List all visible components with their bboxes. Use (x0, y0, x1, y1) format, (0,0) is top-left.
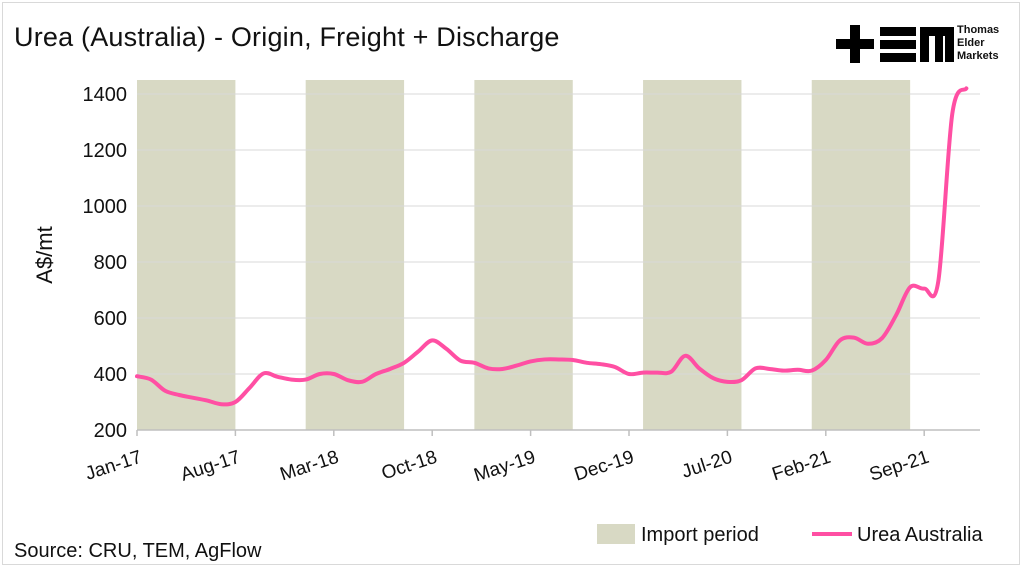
logo-line: Markets (957, 50, 999, 62)
legend-label-import-period: Import period (641, 524, 759, 546)
logo-text: Thomas Elder Markets (957, 24, 999, 63)
y-axis-label: A$/mt (32, 226, 57, 283)
x-tick-label: Jan-17 (83, 447, 145, 485)
import-period-band (643, 80, 742, 430)
y-tick-label: 1200 (83, 140, 128, 162)
import-period-band (811, 80, 911, 430)
x-tick-label: Mar-18 (278, 447, 342, 486)
series-line-urea-australia (135, 86, 969, 407)
y-tick-label: 400 (94, 364, 127, 386)
legend-swatch-import-period (597, 524, 635, 544)
x-tick-label: Dec-19 (572, 447, 637, 486)
chart-title: Urea (Australia) - Origin, Freight + Dis… (14, 22, 560, 52)
x-tick-label: Aug-17 (178, 447, 243, 486)
import-period-band (305, 80, 405, 430)
x-tick-label: Sep-21 (867, 447, 932, 486)
x-tick-label: May-19 (471, 447, 538, 487)
logo-line: Elder (957, 37, 985, 49)
y-tick-label: 600 (94, 308, 127, 330)
import-period-band (474, 80, 573, 430)
import-period-band (137, 80, 236, 430)
tem-logo-icon (836, 25, 954, 63)
x-tick-label: Oct-18 (379, 447, 440, 485)
legend-label-urea-australia: Urea Australia (857, 524, 983, 546)
y-tick-label: 200 (94, 420, 127, 442)
y-tick-label: 800 (94, 252, 127, 274)
x-tick-label: Jul-20 (679, 447, 735, 483)
y-tick-label: 1400 (83, 84, 128, 106)
logo-line: Thomas (957, 24, 1000, 36)
y-tick-label: 1000 (83, 196, 128, 218)
source-note: Source: CRU, TEM, AgFlow (14, 540, 262, 562)
x-tick-label: Feb-21 (770, 447, 834, 486)
